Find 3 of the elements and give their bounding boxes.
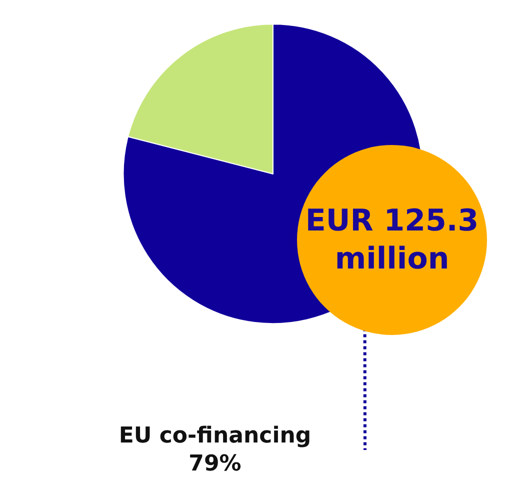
slice-label: EU co-financing — [118, 424, 312, 448]
data-label: 79% — [188, 452, 242, 476]
text: EUR 125.3 million — [305, 204, 479, 276]
